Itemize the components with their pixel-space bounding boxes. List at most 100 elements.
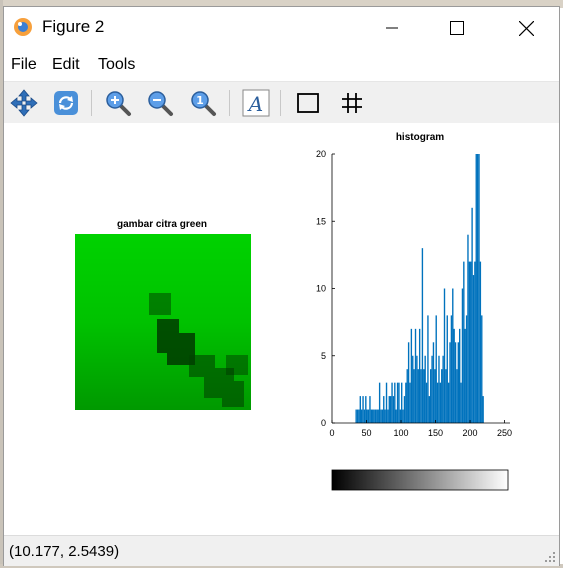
x-tick-label: 100 <box>394 428 409 438</box>
green-image <box>75 234 251 410</box>
y-tick-label: 15 <box>316 216 326 226</box>
histogram-bar <box>458 342 459 423</box>
histogram-bar <box>437 383 438 423</box>
histogram-bar <box>460 383 461 423</box>
histogram-bar <box>360 396 361 423</box>
histogram-bar <box>465 329 466 423</box>
grid-button[interactable] <box>336 87 368 119</box>
title-bar[interactable]: Figure 2 <box>4 7 559 49</box>
box-button[interactable] <box>292 87 324 119</box>
histogram-bar <box>445 369 446 423</box>
histogram-bar <box>423 369 424 423</box>
histogram-bar <box>474 262 475 423</box>
histogram-bar <box>389 396 390 423</box>
zoom-in-button[interactable] <box>102 87 134 119</box>
zoom-reset-glyph: 1 <box>196 94 204 107</box>
histogram-bar <box>436 315 437 423</box>
histogram-bar <box>378 410 379 423</box>
histogram-bar <box>355 410 356 423</box>
zoom-out-icon <box>146 89 174 117</box>
histogram-bar <box>438 356 439 423</box>
histogram-bar <box>365 396 366 423</box>
histogram-bar <box>430 369 431 423</box>
toolbar-separator <box>280 90 281 116</box>
histogram-bar <box>429 396 430 423</box>
histogram-bar <box>371 410 372 423</box>
histogram-bar <box>452 289 453 424</box>
plot-area: gambar citra green hi <box>4 123 559 535</box>
rotate-button[interactable] <box>50 87 82 119</box>
text-glyph: A <box>247 92 263 116</box>
histogram-bar <box>372 410 373 423</box>
y-tick-label: 20 <box>316 149 326 159</box>
histogram-bar <box>440 383 441 423</box>
histogram-bar <box>482 396 483 423</box>
histogram-bar <box>387 410 388 423</box>
menu-tools[interactable]: Tools <box>98 56 135 74</box>
resize-grip-icon[interactable] <box>544 551 556 563</box>
histogram-bar <box>369 396 370 423</box>
x-tick-label: 0 <box>329 428 334 438</box>
figure-canvas[interactable]: gambar citra green hi <box>4 123 559 535</box>
octave-app-icon <box>12 16 34 38</box>
x-tick-label: 200 <box>463 428 478 438</box>
histogram-bar <box>376 410 377 423</box>
pan-button[interactable] <box>8 87 40 119</box>
maximize-button[interactable] <box>434 7 480 49</box>
histogram-bar <box>470 262 471 423</box>
histogram-bar <box>401 383 402 423</box>
histogram-bar <box>480 262 481 423</box>
grid-icon <box>338 89 366 117</box>
histogram-bar <box>442 356 443 423</box>
minimize-icon <box>386 22 398 34</box>
histogram-bar <box>449 342 450 423</box>
histogram-bar <box>467 235 468 423</box>
histogram-bar <box>379 383 380 423</box>
histogram-bar <box>411 329 412 423</box>
menu-file[interactable]: File <box>11 56 37 74</box>
histogram-bar <box>398 383 399 423</box>
zoom-out-button[interactable] <box>144 87 176 119</box>
histogram-bar <box>455 342 456 423</box>
status-bar: (10.177, 2.5439) <box>4 535 559 566</box>
histogram-bar <box>390 396 391 423</box>
box-icon <box>294 89 322 117</box>
histogram-bar <box>426 383 427 423</box>
maximize-icon <box>450 21 464 35</box>
histogram-bar <box>481 315 482 423</box>
x-tick-label: 250 <box>497 428 512 438</box>
histogram-bar <box>462 289 463 424</box>
y-tick-label: 0 <box>321 418 326 428</box>
histogram-bar <box>384 410 385 423</box>
histogram-bar <box>407 369 408 423</box>
figure-toolbar: 1 A <box>4 81 559 125</box>
zoom-reset-button[interactable]: 1 <box>187 87 219 119</box>
histogram-bar <box>375 410 376 423</box>
minimize-button[interactable] <box>369 7 415 49</box>
histogram-bar <box>373 410 374 423</box>
histogram-bar <box>456 369 457 423</box>
pan-icon <box>10 89 38 117</box>
histogram-bar <box>393 396 394 423</box>
cursor-coordinates: (10.177, 2.5439) <box>9 543 119 560</box>
histogram-bar <box>433 342 434 423</box>
histogram-bar <box>469 262 470 423</box>
histogram-bar <box>361 410 362 423</box>
y-tick-label: 5 <box>321 351 326 361</box>
histogram-bar <box>420 369 421 423</box>
text-icon: A <box>242 89 270 117</box>
histogram-bar <box>453 329 454 423</box>
histogram-bar <box>413 369 414 423</box>
close-button[interactable] <box>503 7 549 49</box>
toolbar-separator <box>229 90 230 116</box>
histogram-bar <box>362 396 363 423</box>
x-tick-label: 150 <box>428 428 443 438</box>
menu-edit[interactable]: Edit <box>52 56 80 74</box>
text-button[interactable]: A <box>240 87 272 119</box>
image-title: gambar citra green <box>117 219 207 230</box>
histogram-axes: 0 50 100 150 200 25005101520 <box>316 149 512 438</box>
colorbar <box>332 470 508 490</box>
rotate-icon <box>52 89 80 117</box>
histogram-bar <box>408 342 409 423</box>
histogram-bar <box>434 369 435 423</box>
